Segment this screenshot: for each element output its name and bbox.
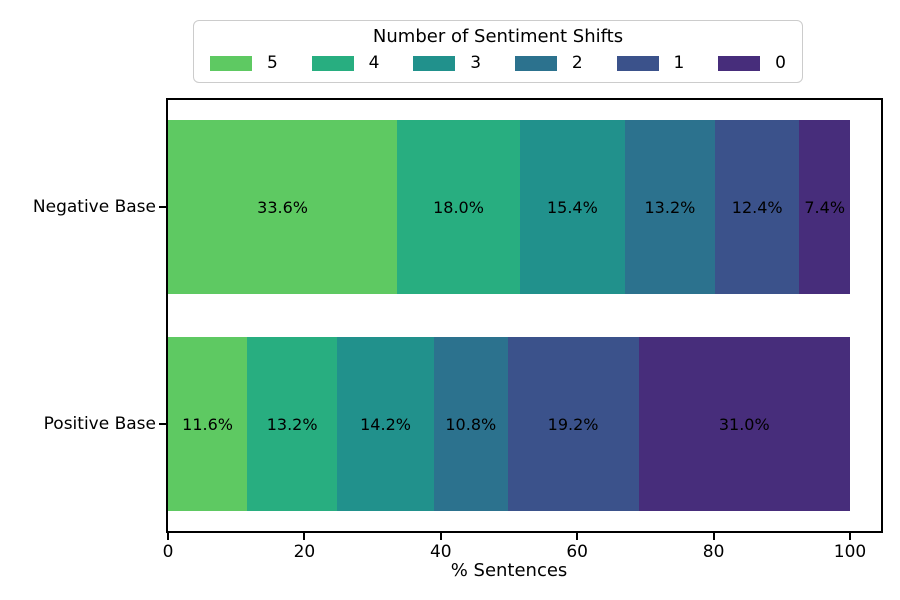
stacked-bar-negative-base: 33.6% 18.0% 15.4% 13.2% 12.4% 7.4% xyxy=(168,120,850,294)
x-tick-mark xyxy=(576,533,579,540)
x-tick-label: 80 xyxy=(702,542,725,562)
x-tick-mark xyxy=(849,533,851,540)
stacked-bar-positive-base: 11.6% 13.2% 14.2% 10.8% 19.2% 31.0% xyxy=(168,337,850,511)
x-tick-mark xyxy=(167,533,169,540)
legend-entry-label: 5 xyxy=(267,53,278,73)
legend-swatch-5 xyxy=(210,56,252,71)
bar-segment-shifts-2: 10.8% xyxy=(433,337,508,511)
x-tick-mark xyxy=(712,533,715,540)
legend-entry-label: 4 xyxy=(368,53,380,73)
bar-segment-shifts-4: 18.0% xyxy=(397,120,520,294)
segment-label: 14.2% xyxy=(360,414,411,434)
bar-segment-shifts-1: 12.4% xyxy=(714,120,800,294)
segment-label: 10.8% xyxy=(445,414,497,434)
segment-label: 33.6% xyxy=(257,197,308,217)
y-tick-mark xyxy=(159,423,166,425)
segment-label: 13.2% xyxy=(644,197,696,217)
bar-segment-shifts-0: 7.4% xyxy=(799,120,850,294)
bar-segment-shifts-4: 13.2% xyxy=(247,337,338,511)
legend-swatch-4 xyxy=(311,56,354,71)
x-tick-mark xyxy=(439,533,442,540)
x-tick-label: 100 xyxy=(833,542,867,562)
legend-entry: 2 xyxy=(514,53,583,73)
bar-segment-shifts-5: 33.6% xyxy=(168,120,398,294)
legend-entry: 4 xyxy=(311,53,380,73)
x-axis-label: % Sentences xyxy=(450,560,568,581)
segment-label: 7.4% xyxy=(804,197,846,217)
legend-swatch-0 xyxy=(718,56,761,71)
segment-label: 13.2% xyxy=(266,414,318,434)
x-tick-mark xyxy=(303,533,306,540)
segment-label: 11.6% xyxy=(182,414,233,434)
legend-title: Number of Sentiment Shifts xyxy=(372,26,624,47)
y-tick-label-negative-base: Negative Base xyxy=(32,197,156,217)
segment-label: 31.0% xyxy=(718,414,770,434)
legend-entry-label: 1 xyxy=(673,53,685,73)
bar-segment-shifts-0: 31.0% xyxy=(638,337,850,511)
segment-label: 18.0% xyxy=(433,197,484,217)
legend-box: Number of Sentiment Shifts 5 4 3 2 1 0 xyxy=(193,20,803,83)
bar-segment-shifts-3: 15.4% xyxy=(519,120,625,294)
bar-segment-shifts-1: 19.2% xyxy=(507,337,639,511)
legend-swatch-2 xyxy=(514,56,557,71)
y-tick-label-positive-base: Positive Base xyxy=(43,414,156,434)
legend-entry: 0 xyxy=(718,55,786,72)
plot-area: 33.6% 18.0% 15.4% 13.2% 12.4% 7.4% 11.6% 13.2% 1… xyxy=(166,98,883,533)
legend-entry: 5 xyxy=(210,55,278,72)
legend-swatch-1 xyxy=(616,56,659,71)
legend-entry: 1 xyxy=(616,53,685,73)
y-tick-mark xyxy=(159,206,166,208)
segment-label: 15.4% xyxy=(546,197,598,217)
bar-segment-shifts-5: 11.6% xyxy=(168,337,248,511)
legend-entry-label: 2 xyxy=(571,53,583,73)
segment-label: 19.2% xyxy=(547,414,599,434)
segment-label: 12.4% xyxy=(731,197,783,217)
legend-entry-label: 0 xyxy=(775,53,786,73)
x-tick-label: 20 xyxy=(293,542,316,562)
legend-entry: 3 xyxy=(413,55,481,72)
bar-segment-shifts-3: 14.2% xyxy=(337,337,434,511)
x-tick-label: 60 xyxy=(566,542,589,562)
x-tick-label: 40 xyxy=(429,542,452,562)
x-tick-label: 0 xyxy=(162,542,174,562)
legend-entries: 5 4 3 2 1 0 xyxy=(194,55,802,72)
legend-swatch-3 xyxy=(413,56,456,71)
bar-segment-shifts-2: 13.2% xyxy=(624,120,715,294)
legend-entry-label: 3 xyxy=(470,53,482,73)
